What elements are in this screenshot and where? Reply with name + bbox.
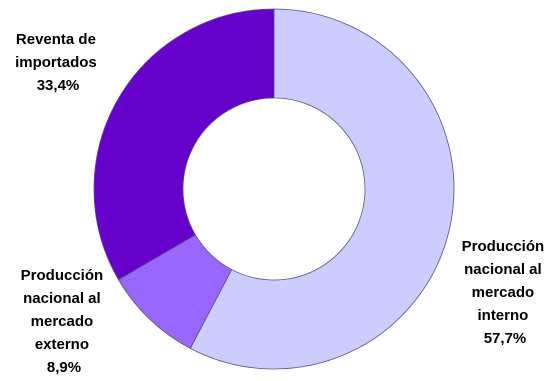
slice-label-reventa: Reventa de importados 33,4% [15,31,101,94]
slice-label-line: externo [35,336,89,353]
slice-label-line: Reventa de [16,31,96,48]
slice-label-mercado-externo: Producción nacional al mercado externo 8… [21,267,108,376]
slice-mercado-interno [189,8,455,370]
donut-slices [93,8,455,370]
slice-label-line: interno [477,307,528,324]
slice-label-line: mercado [31,313,94,330]
slice-value-label: 57,7% [484,330,527,347]
slice-label-line: nacional al [23,290,101,307]
slice-value-label: 8,9% [47,359,81,376]
slice-label-line: importados [15,54,97,71]
slice-label-line: Producción [21,267,104,284]
slice-label-line: Producción [462,238,545,255]
slice-value-label: 33,4% [37,77,80,94]
slice-label-line: mercado [472,284,535,301]
slice-reventa-importados [93,8,275,281]
slice-label-line: nacional al [464,261,542,278]
slice-label-mercado-interno: Producción nacional al mercado interno 5… [462,238,549,347]
